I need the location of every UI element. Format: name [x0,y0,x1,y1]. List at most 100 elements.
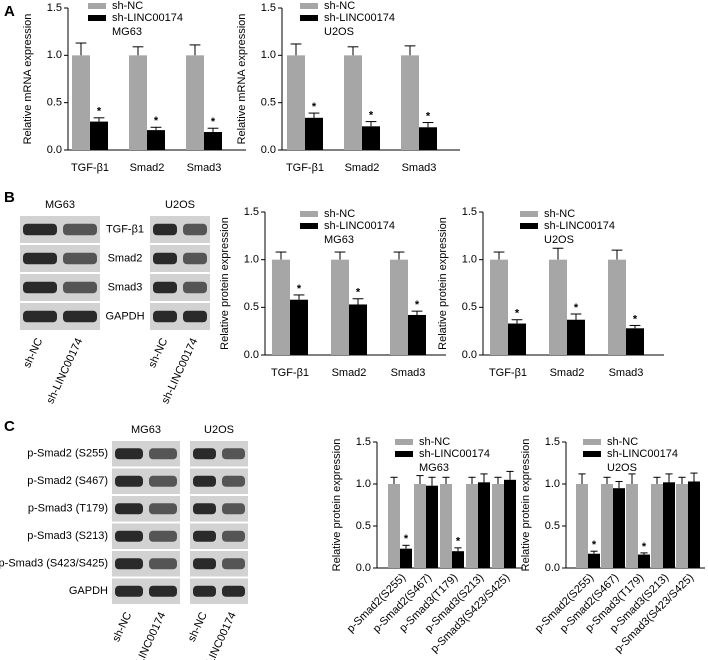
y-tick-label: 0.0 [261,144,276,156]
blot-band [222,585,245,597]
blot-band [115,558,143,570]
x-tick-label: Smad2 [130,162,165,174]
bar [508,323,526,355]
lane-label: sh-LINC00174 [127,610,168,660]
legend-label: sh-LINC00174 [419,448,490,460]
significance-mark: * [426,110,431,122]
bar [601,484,613,568]
bar [388,484,400,568]
y-axis-label: Relative mRNA expression [22,14,34,145]
chart-annotation: MG63 [324,234,354,246]
cell-line-label: U2OS [204,424,234,436]
blot-band [23,252,57,265]
legend-swatch [395,439,413,445]
bar [186,55,204,151]
x-tick-label: TGF-β1 [489,367,527,379]
significance-mark: * [642,541,647,553]
blot-band [23,223,57,236]
lane-label: sh-NC [146,336,170,369]
bar [676,484,688,568]
panel-label: A [4,3,15,20]
y-tick-label: 0.0 [545,562,560,574]
y-tick-label: 1.0 [462,254,477,266]
chart-annotation: MG63 [112,26,142,38]
blot-row-label: Smad3 [108,281,143,293]
blot-band [222,475,245,487]
chart-annotation: U2OS [607,462,637,474]
bar [129,55,147,151]
significance-mark: * [515,308,520,320]
blot-band [115,585,143,597]
y-tick-label: 1.0 [261,49,276,61]
blot-band [183,281,207,294]
blot-band [153,223,177,236]
y-axis-label: Relative mRNA expression [236,14,248,145]
legend-label: sh-LINC00174 [112,12,183,24]
blot-band [63,310,97,323]
cell-line-label: MG63 [45,199,75,211]
y-tick-label: 0.0 [356,562,371,574]
significance-mark: * [154,115,159,127]
blot-band [193,503,216,515]
blot-row-label: p-Smad2 (S255) [27,448,108,460]
bar [452,551,464,568]
bar [344,55,362,151]
blot-row-label: p-Smad3 (S213) [27,530,108,542]
blot-band [115,475,143,487]
y-tick-label: 1.0 [356,478,371,490]
lane-label: sh-NC [110,610,134,643]
x-tick-label: Smad2 [345,162,380,174]
chart-annotation: U2OS [544,234,574,246]
legend-label: sh-LINC00174 [324,12,395,24]
y-tick-label: 1.5 [545,436,560,448]
blot-band [183,310,207,323]
blot-band [153,281,177,294]
y-tick-label: 0.5 [356,520,371,532]
legend-swatch [520,211,538,217]
blot-band [115,448,143,460]
blot-band [193,585,216,597]
y-axis-label: Relative protein expression [520,439,532,572]
bar [426,485,438,568]
significance-mark: * [369,110,374,122]
blot-band [63,281,97,294]
y-tick-label: 1.5 [462,206,477,218]
legend-swatch [583,439,601,445]
blot-band [149,503,177,515]
chart-annotation: MG63 [419,462,449,474]
bar [638,554,650,568]
y-tick-label: 0.5 [47,97,62,109]
legend-label: sh-NC [419,436,450,448]
bar [651,484,663,568]
blot-band [153,252,177,265]
blot-band [222,530,245,542]
bar [608,259,626,355]
y-tick-label: 1.0 [47,49,62,61]
y-tick-label: 1.5 [244,206,259,218]
bar [204,132,222,150]
legend-label: sh-LINC00174 [607,448,678,460]
bar [287,55,305,151]
bar [626,484,638,568]
panel-label: B [4,189,15,206]
x-tick-label: Smad3 [402,162,437,174]
bar [626,328,644,355]
blot-band [193,558,216,570]
legend-swatch [300,211,318,217]
y-tick-label: 0.0 [462,349,477,361]
x-tick-label: Smad3 [391,367,426,379]
blot-band [222,448,245,460]
significance-mark: * [404,533,409,545]
bar [549,259,567,355]
y-tick-label: 1.0 [545,478,560,490]
blot-band [115,530,143,542]
y-tick-label: 1.5 [261,2,276,14]
bar [400,548,412,568]
x-tick-label: Smad2 [550,367,585,379]
y-axis-label: Relative protein expression [437,217,449,350]
bar [390,259,408,355]
legend-label: sh-NC [324,208,355,220]
bar [492,484,504,568]
legend-swatch [300,223,318,229]
